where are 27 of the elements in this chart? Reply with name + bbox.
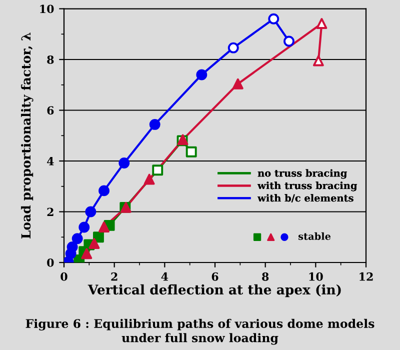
caption: Figure 6 : Equilibrium paths of various dome models under full snow loading <box>26 318 374 345</box>
x-tick-label: 0 <box>60 272 68 281</box>
x-tick-label: 4 <box>161 272 168 281</box>
y-tick-label: 10 <box>40 4 54 14</box>
x-tick-label: 8 <box>262 272 269 281</box>
y-tick-label: 4 <box>47 156 54 166</box>
x-tick-label: 10 <box>309 272 323 281</box>
annotation: stable <box>298 232 331 240</box>
legend-label: with b/c elements <box>257 194 354 202</box>
legend-label: with truss bracing <box>257 182 358 192</box>
y-tick-label: 6 <box>47 106 54 115</box>
point <box>316 18 328 29</box>
point <box>312 55 324 66</box>
y-axis-title: Load proportionality factor, λ <box>20 32 34 238</box>
x-tick-label: 12 <box>360 272 373 281</box>
x-axis-title: Vertical deflection at the apex (in) <box>88 284 341 298</box>
y-tick-label: 8 <box>47 55 54 64</box>
point <box>81 248 92 260</box>
point <box>98 222 110 232</box>
y-tick-label: 0 <box>47 258 54 267</box>
legend-label: no truss bracing <box>258 169 347 179</box>
point <box>144 174 155 185</box>
y-tick-label: 2 <box>47 208 54 216</box>
x-tick-label: 2 <box>111 272 118 281</box>
x-tick-label: 6 <box>212 272 218 281</box>
point <box>88 238 100 249</box>
point <box>232 78 244 90</box>
